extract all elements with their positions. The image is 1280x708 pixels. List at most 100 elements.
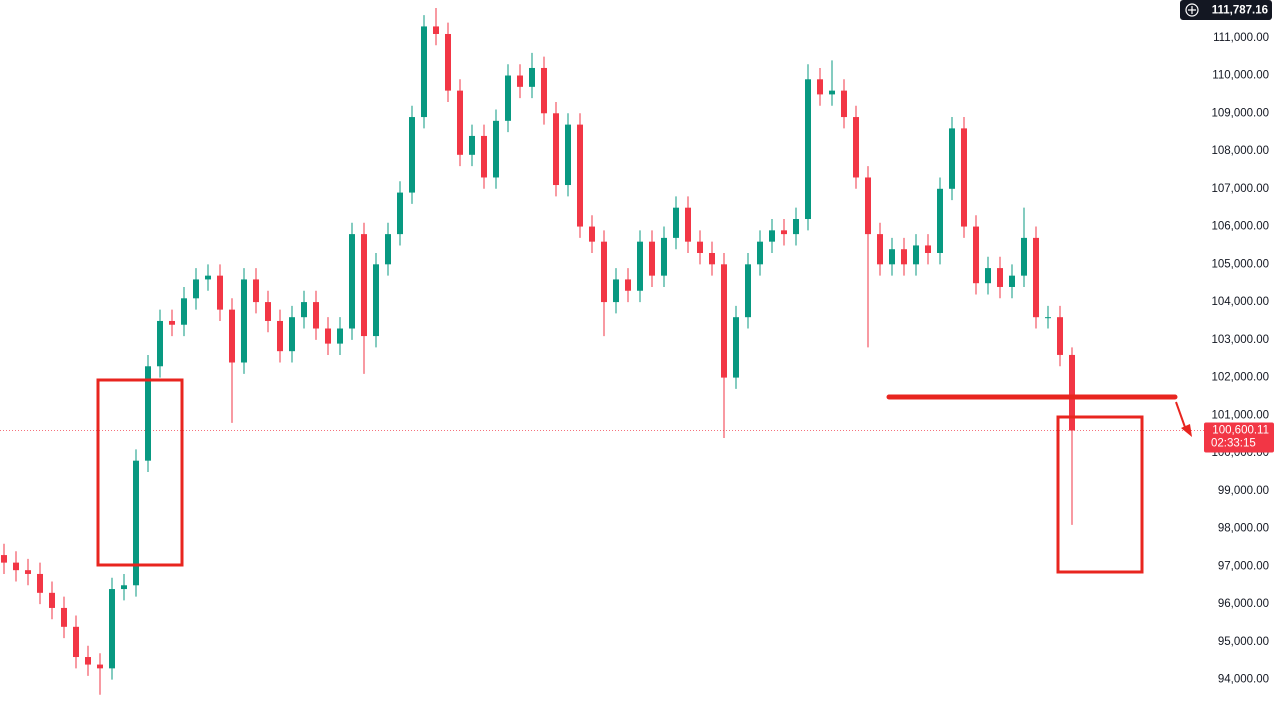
candle-body (349, 234, 355, 329)
candle-body (181, 298, 187, 325)
y-tick-label: 108,000.00 (1211, 145, 1269, 157)
candle-body (265, 302, 271, 321)
candle-body (697, 241, 703, 253)
y-tick-label: 102,000.00 (1211, 372, 1269, 384)
candle-body (1057, 317, 1063, 355)
crosshair-icon (1188, 6, 1196, 14)
candle-body (433, 26, 439, 34)
candle-body (205, 275, 211, 280)
candle-body (193, 279, 199, 299)
candles (0, 8, 1204, 695)
candle-body (97, 664, 103, 669)
candle-body (625, 279, 631, 291)
price-axis: 94,000.00 95,000.00 96,000.00 97,000.00 98,0… (1204, 32, 1274, 686)
countdown: 02:33:15 (1211, 437, 1256, 449)
candle-body (1045, 317, 1051, 319)
y-tick-label: 96,000.00 (1218, 598, 1269, 610)
annotation-box (96, 378, 184, 567)
candle-body (517, 75, 523, 87)
y-tick-label: 95,000.00 (1218, 636, 1269, 648)
last-price-label: 100,600.11 (1212, 424, 1269, 436)
candle-body (49, 592, 55, 608)
y-tick-label: 109,000.00 (1211, 107, 1269, 119)
candle-body (409, 117, 415, 193)
candle-body (757, 241, 763, 265)
candle-body (577, 124, 583, 227)
candle-body (313, 302, 319, 329)
candle-body (493, 120, 499, 178)
candle-body (889, 249, 895, 265)
candle-body (661, 237, 667, 276)
candle-body (301, 302, 307, 318)
candle-body (709, 252, 715, 265)
candle-body (133, 460, 139, 586)
candle-body (853, 117, 859, 178)
candle-body (589, 226, 595, 242)
candle-body (457, 90, 463, 155)
candle-body (637, 241, 643, 291)
candle-body (373, 264, 379, 337)
candle-body (121, 585, 127, 590)
candle-body (529, 67, 535, 87)
candle-body (1021, 237, 1027, 276)
y-tick-label: 104,000.00 (1211, 296, 1269, 308)
candle-body (925, 245, 931, 253)
candle-body (733, 317, 739, 378)
candle-body (997, 268, 1003, 287)
candle-body (13, 562, 19, 571)
y-tick-label: 111,000.00 (1213, 32, 1269, 44)
candle-body (649, 241, 655, 276)
candle-body (541, 67, 547, 114)
candle-body (61, 607, 67, 627)
candle-body (781, 230, 787, 235)
candle-body (505, 75, 511, 121)
candle-body (157, 320, 163, 367)
candle-body (973, 226, 979, 284)
candle-body (937, 188, 943, 253)
candle-body (217, 275, 223, 310)
candle-body (985, 268, 991, 284)
candle-body (289, 317, 295, 352)
candle-body (337, 328, 343, 344)
last-price-box (1204, 422, 1274, 453)
y-tick-label: 107,000.00 (1211, 183, 1269, 195)
candle-body (241, 279, 247, 363)
candle-body (685, 207, 691, 242)
candle-body (109, 589, 115, 669)
candle-body (613, 279, 619, 303)
high-price-tag: 111,787.16 (1180, 0, 1272, 20)
candle-body (949, 128, 955, 189)
y-tick-label: 98,000.00 (1218, 523, 1269, 535)
candle-body (673, 207, 679, 238)
candle-body (385, 234, 391, 265)
candle-body (901, 249, 907, 265)
candle-body (169, 320, 175, 325)
candle-body (829, 90, 835, 95)
candle-body (361, 234, 367, 337)
candle-body (469, 135, 475, 155)
candle-body (397, 192, 403, 235)
candle-body (565, 124, 571, 186)
y-tick-label: 99,000.00 (1218, 485, 1269, 497)
y-tick-label: 105,000.00 (1211, 258, 1269, 270)
candle-body (769, 230, 775, 242)
candle-body (277, 320, 283, 352)
candle-body (913, 245, 919, 265)
candle-body (1069, 354, 1075, 431)
y-tick-label: 106,000.00 (1211, 221, 1269, 233)
candle-body (1009, 275, 1015, 287)
y-tick-label: 97,000.00 (1218, 560, 1269, 572)
y-tick-label: 110,000.00 (1212, 70, 1269, 82)
candle-body (253, 279, 259, 303)
y-tick-label: 103,000.00 (1211, 334, 1269, 346)
candle-body (421, 26, 427, 118)
high-price-box (1180, 0, 1272, 20)
candle-body (805, 79, 811, 220)
candle-body (73, 626, 79, 658)
candle-body (721, 264, 727, 378)
candle-body (325, 328, 331, 344)
y-tick-label: 94,000.00 (1218, 674, 1269, 686)
candle-body (445, 33, 451, 91)
crosshair-icon (1185, 3, 1199, 17)
